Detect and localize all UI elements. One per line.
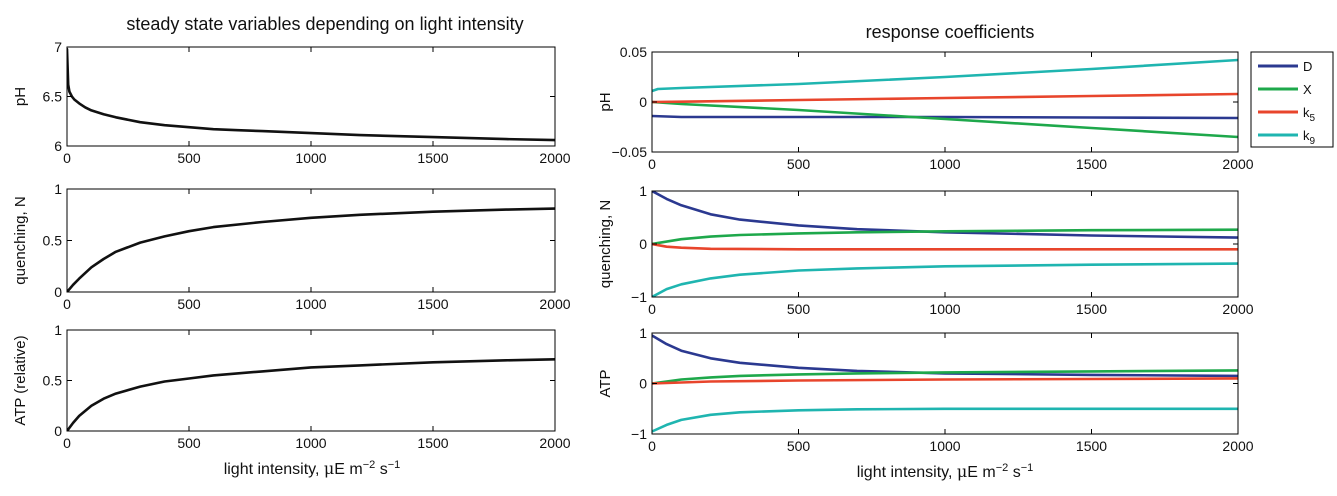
series-line-X: [652, 100, 1238, 139]
x-tick-label: 1000: [295, 296, 326, 312]
series-line-k9: [652, 58, 1238, 93]
y-tick-label: 0: [54, 423, 62, 439]
series-group: [67, 47, 555, 142]
legend-box: [1250, 51, 1334, 148]
x-tick-label: 2000: [1222, 438, 1253, 454]
y-tick-label: 0: [54, 284, 62, 300]
x-tick-label: 500: [787, 438, 811, 454]
y-tick-label: −0.05: [612, 144, 648, 160]
series-line-X: [652, 228, 1238, 246]
series-line-k9: [652, 407, 1238, 433]
series-group: [652, 191, 1238, 297]
series-line-s0: [67, 47, 555, 142]
series-group: [652, 58, 1238, 139]
series-group: [67, 358, 555, 431]
x-tick-label: 0: [648, 438, 656, 454]
series-line-X: [652, 369, 1238, 385]
x-tick-label: 2000: [539, 435, 570, 451]
x-tick-label: 1500: [1076, 438, 1107, 454]
x-tick-label: 1000: [295, 435, 326, 451]
series-line-s0: [67, 358, 555, 431]
series-line-D: [652, 334, 1238, 378]
y-axis-label: quenching, N: [12, 196, 29, 284]
legend-label: k9: [1303, 128, 1316, 147]
left-x-axis-label: light intensity, μE m−2 s−1: [224, 459, 401, 478]
y-axis-label: ATP: [597, 369, 614, 397]
y-axis-label: pH: [12, 87, 29, 106]
x-tick-label: 2000: [539, 150, 570, 166]
legend-label: k5: [1303, 105, 1316, 124]
y-tick-label: −1: [631, 289, 647, 305]
legend-label: D: [1303, 59, 1312, 74]
x-tick-label: 500: [787, 156, 811, 172]
axes-frame: [651, 332, 1239, 435]
right-x-axis-label: light intensity, μE m−2 s−1: [857, 462, 1034, 481]
x-tick-label: 500: [177, 296, 201, 312]
y-tick-label: 0.05: [620, 44, 647, 60]
y-tick-label: 6: [54, 138, 62, 154]
y-tick-label: −1: [631, 426, 647, 442]
x-tick-label: 0: [648, 301, 656, 317]
series-group: [67, 207, 555, 292]
x-tick-label: 1500: [417, 435, 448, 451]
x-tick-label: 1000: [295, 150, 326, 166]
right-title: response coefficients: [866, 22, 1035, 42]
y-tick-label: 1: [54, 181, 62, 197]
x-tick-label: 0: [63, 296, 71, 312]
x-tick-label: 500: [177, 435, 201, 451]
y-tick-label: 0.5: [43, 373, 63, 389]
x-tick-label: 500: [177, 150, 201, 166]
y-tick-label: 1: [54, 322, 62, 338]
series-line-k5: [652, 377, 1238, 385]
x-tick-label: 0: [63, 435, 71, 451]
y-tick-label: 0: [639, 236, 647, 252]
series-line-s0: [67, 207, 555, 292]
panel-left-1: 0 500 1000 1500 2000 6 6.5 7 pH: [12, 39, 571, 166]
series-line-D: [652, 114, 1238, 120]
x-tick-label: 0: [648, 156, 656, 172]
series-line-k5: [652, 92, 1238, 104]
axes-frame: [66, 46, 556, 147]
y-axis-label: quenching, N: [597, 200, 614, 288]
x-tick-label: 1500: [417, 296, 448, 312]
x-tick-label: 1000: [929, 438, 960, 454]
y-tick-label: 0: [639, 376, 647, 392]
y-tick-label: 1: [639, 325, 647, 341]
y-tick-label: 6.5: [43, 89, 63, 105]
x-tick-label: 0: [63, 150, 71, 166]
axes-frame: [66, 329, 556, 432]
x-tick-label: 2000: [1222, 301, 1253, 317]
series-group: [652, 334, 1238, 433]
axes-frame: [651, 190, 1239, 298]
x-tick-label: 1000: [929, 301, 960, 317]
x-tick-label: 1000: [929, 156, 960, 172]
x-tick-label: 1500: [1076, 156, 1107, 172]
panel-left-3: 0 500 1000 1500 2000 0 0.5 1 ATP (relative): [12, 322, 571, 451]
y-axis-label: pH: [597, 92, 614, 111]
x-tick-label: 500: [787, 301, 811, 317]
series-line-k5: [652, 242, 1238, 251]
panel-left-2: 0 500 1000 1500 2000 0 0.5 1 quenching, N: [12, 181, 571, 312]
x-tick-label: 2000: [539, 296, 570, 312]
y-tick-label: 1: [639, 183, 647, 199]
legend-label: X: [1303, 82, 1312, 97]
x-tick-label: 1500: [1076, 301, 1107, 317]
series-line-D: [652, 191, 1238, 239]
y-axis-label: ATP (relative): [12, 335, 29, 425]
x-tick-label: 2000: [1222, 156, 1253, 172]
y-tick-label: 0: [639, 94, 647, 110]
series-line-k9: [652, 262, 1238, 297]
y-tick-label: 7: [54, 39, 62, 55]
y-tick-label: 0.5: [43, 233, 63, 249]
left-title: steady state variables depending on ligh…: [126, 14, 523, 34]
x-tick-label: 1500: [417, 150, 448, 166]
axes-frame: [66, 188, 556, 293]
